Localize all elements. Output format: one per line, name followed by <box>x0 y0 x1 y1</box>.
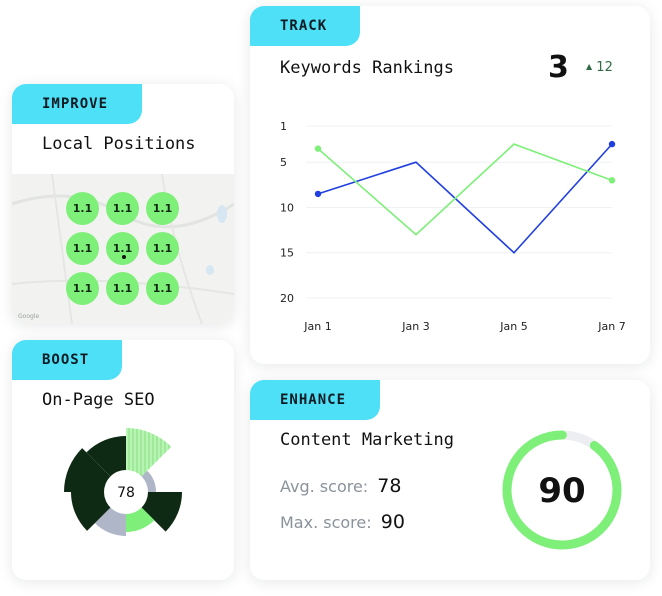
x-tick-label: Jan 5 <box>499 320 527 333</box>
x-tick-label: Jan 3 <box>401 320 429 333</box>
location-pin-icon <box>122 255 126 259</box>
track-tag: TRACK <box>250 6 360 46</box>
enhance-tag: ENHANCE <box>250 380 380 420</box>
improve-tag: IMPROVE <box>12 84 142 124</box>
svg-text:Google: Google <box>18 313 39 320</box>
current-rank: 3 <box>548 50 569 85</box>
series-line <box>317 143 613 254</box>
local-positions-title: Local Positions <box>42 134 196 154</box>
y-tick-label: 5 <box>280 156 287 169</box>
position-marker[interactable]: 1.1 <box>106 272 139 305</box>
boost-tag: BOOST <box>12 340 122 380</box>
position-marker[interactable]: 1.1 <box>106 192 139 225</box>
position-marker[interactable]: 1.1 <box>146 192 179 225</box>
rank-change: ▲ 12 <box>586 60 613 75</box>
series-point[interactable] <box>608 140 616 148</box>
avg-score-row: Avg. score: 78 <box>280 475 401 497</box>
series-point[interactable] <box>314 190 322 198</box>
y-tick-label: 10 <box>280 201 294 214</box>
rank-change-value: 12 <box>596 60 613 75</box>
series-point[interactable] <box>608 177 616 184</box>
position-marker[interactable]: 1.1 <box>146 272 179 305</box>
series-point[interactable] <box>314 145 322 152</box>
x-tick-label: Jan 7 <box>597 320 625 333</box>
series-line <box>317 143 613 236</box>
y-tick-label: 15 <box>280 247 294 260</box>
content-marketing-title: Content Marketing <box>280 430 454 450</box>
position-marker[interactable]: 1.1 <box>66 272 99 305</box>
position-marker[interactable]: 1.1 <box>66 192 99 225</box>
enhance-card: ENHANCE Content Marketing Avg. score: 78… <box>250 380 650 580</box>
seo-score: 78 <box>117 485 135 501</box>
arrow-up-icon: ▲ <box>586 62 593 71</box>
gauge-fill <box>502 430 622 550</box>
on-page-seo-title: On-Page SEO <box>42 390 155 410</box>
track-card: TRACK Keywords Rankings 3 ▲ 12 1 5 10 15 20 J… <box>250 6 650 364</box>
y-tick-label: 20 <box>280 292 294 305</box>
avg-score-label: Avg. score: <box>280 477 369 496</box>
seo-radial-chart: 78 <box>64 428 182 536</box>
y-tick-label: 1 <box>280 120 287 133</box>
keywords-rankings-title: Keywords Rankings <box>280 58 454 78</box>
x-tick-label: Jan 1 <box>303 320 331 333</box>
avg-score-value: 78 <box>377 475 402 497</box>
boost-card: BOOST On-Page SEO 78 <box>12 340 234 580</box>
score-center <box>104 470 148 514</box>
score-gauge: 90 <box>502 430 622 550</box>
max-score-row: Max. score: 90 <box>280 511 405 533</box>
gauge-value: 90 <box>538 471 585 511</box>
position-marker[interactable]: 1.1 <box>146 232 179 265</box>
improve-card: IMPROVE Local Positions Google 1.1 1.1 1.1… <box>12 84 234 324</box>
max-score-value: 90 <box>380 511 405 533</box>
position-marker[interactable]: 1.1 <box>106 232 139 265</box>
max-score-label: Max. score: <box>280 513 372 532</box>
position-marker[interactable]: 1.1 <box>66 232 99 265</box>
